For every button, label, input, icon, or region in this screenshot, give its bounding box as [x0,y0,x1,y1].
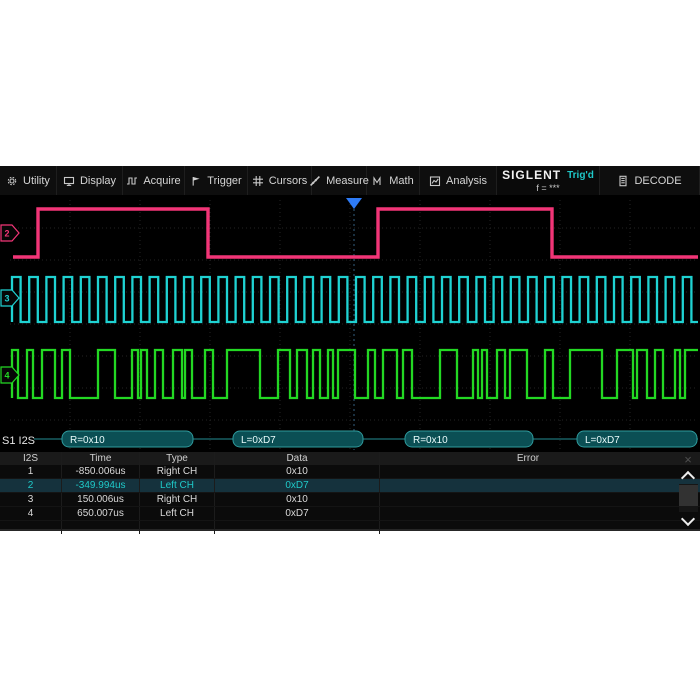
cell-col-type: Right CH [140,465,215,478]
cell-col-type: Left CH [140,479,215,492]
math-icon [372,175,384,187]
table-scroll-controls: × [676,452,700,529]
trigger-status-badge: Trig'd [567,169,594,181]
decode-bubble-label: R=0x10 [413,435,448,446]
decode-bubble [404,430,534,448]
decode-bubble [61,430,194,448]
cell-col-time: -850.006us [62,465,140,478]
decode-bubble [232,430,364,448]
trigger-marker-icon [346,198,362,209]
channel-3-marker [0,289,20,307]
scroll-up-button[interactable] [676,467,700,486]
menu-item-label: Math [389,174,414,187]
channel-4-marker-label: 4 [5,371,10,381]
cell-col-index: 4 [0,507,62,520]
gear-icon [6,175,18,187]
list-icon [617,175,629,187]
chevron-down-icon [680,511,696,526]
channel-2-marker-label: 2 [5,229,10,239]
menu-item-display[interactable]: Display [57,166,123,195]
menu-item-decode[interactable]: DECODE [600,166,700,195]
menu-item-acquire[interactable]: Acquire [123,166,185,195]
menu-item-utility[interactable]: Utility [0,166,57,195]
decode-bubble [576,430,698,448]
menu-item-label: Analysis [446,174,487,187]
menu-item-label: Utility [23,174,50,187]
menu-item-math[interactable]: Math [367,166,420,195]
channel-3-marker-label: 3 [5,294,10,304]
cell-col-error [380,507,676,520]
menu-item-measure[interactable]: Measure [309,166,369,195]
table-empty-row [0,521,700,534]
cell-col-data: 0xD7 [215,507,380,520]
scrollbar-track[interactable] [678,484,698,512]
cell-col-error [380,465,676,478]
scrollbar-thumb[interactable] [678,485,698,506]
acquire-icon [126,175,138,187]
display-icon [63,175,75,187]
channel-4-marker [0,366,20,384]
menu-item-label: Display [79,174,117,187]
cell-col-index: 2 [0,479,62,492]
table-row-2[interactable]: 2 -349.994us Left CH 0xD7 [0,479,700,493]
ruler-icon [309,175,321,187]
table-row-1[interactable]: 1 -850.006us Right CH 0x10 [0,465,700,479]
cell-col-data: 0x10 [215,465,380,478]
decode-event-table[interactable]: I2S Time Type Data Error 1 -850.006us Right CH… [0,452,700,534]
cell-col-time: 650.007us [62,507,140,520]
close-icon[interactable]: × [684,452,692,467]
brand-logo: SIGLENT [502,168,562,182]
table-header-col-data: Data [215,452,380,465]
channel-2-marker [0,224,20,242]
waveform-ws-channel2 [13,207,698,259]
cell-col-time: 150.006us [62,493,140,506]
frequency-counter-label: f = *** [536,183,560,193]
scroll-down-button[interactable] [676,511,700,529]
cell-col-index: 1 [0,465,62,478]
menu-item-trigger[interactable]: Trigger [185,166,248,195]
table-header-col-time: Time [62,452,140,465]
cell-col-index: 3 [0,493,62,506]
cell-col-data: 0x10 [215,493,380,506]
flag-icon [190,175,202,187]
menu-item-cursors[interactable]: Cursors [248,166,312,195]
analysis-icon [429,175,441,187]
waveform-clock-channel3 [10,275,698,324]
cell-col-type: Left CH [140,507,215,520]
menu-item-label: Trigger [207,174,242,187]
table-header-row: I2S Time Type Data Error [0,452,700,465]
menu-item-label: Cursors [268,174,308,187]
brand-block: SIGLENT Trig'd f = *** [497,166,600,195]
decode-slot-label: S1 I2S [2,435,35,447]
cell-col-data: 0xD7 [215,479,380,492]
cell-col-error [380,493,676,506]
table-row-3[interactable]: 3 150.006us Right CH 0x10 [0,493,700,507]
menu-item-analysis[interactable]: Analysis [420,166,497,195]
table-body: 1 -850.006us Right CH 0x10 2 -349.994us Left C… [0,465,700,521]
table-header-col-index: I2S [0,452,62,465]
menu-item-label: Acquire [143,174,181,187]
table-header-col-error: Error [516,453,540,464]
cell-col-error [380,479,676,492]
decode-bubble-label: L=0xD7 [585,435,620,446]
oscilloscope-screen: Utility Display Acquire Trigger Cursors Measu… [0,166,700,534]
menu-item-label: DECODE [634,174,682,187]
table-row-4[interactable]: 4 650.007us Left CH 0xD7 [0,507,700,521]
decode-bubble-label: L=0xD7 [241,435,276,446]
menu-item-label: Measure [326,174,369,187]
waveform-data-channel4 [10,348,698,400]
cell-col-time: -349.994us [62,479,140,492]
chevron-up-icon [680,470,696,486]
menu-bar: Utility Display Acquire Trigger Cursors Measu… [0,166,700,196]
cell-col-type: Right CH [140,493,215,506]
decode-bubble-label: R=0x10 [70,435,105,446]
cursors-icon [252,175,264,187]
table-header-col-type: Type [140,452,215,465]
